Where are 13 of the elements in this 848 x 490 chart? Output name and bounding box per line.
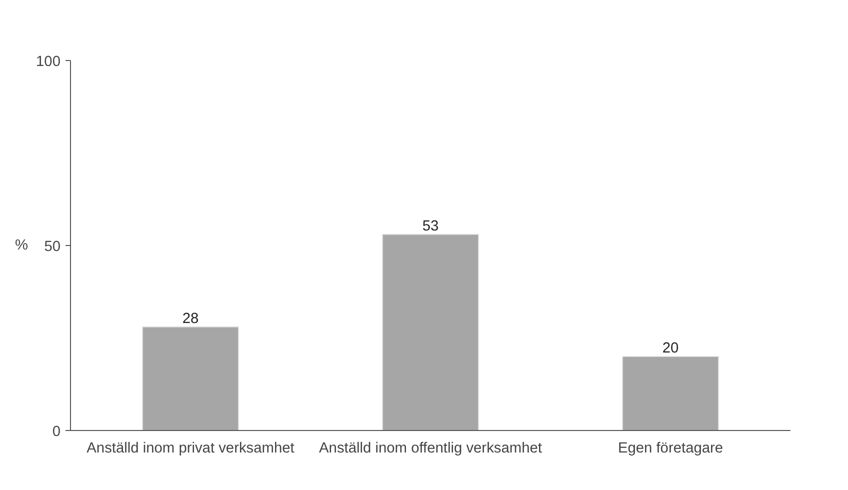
data-label: 20 (662, 340, 679, 356)
x-tick-label: Anställd inom offentlig verksamhet (319, 440, 542, 456)
bar (622, 356, 719, 430)
data-label: 53 (422, 218, 439, 234)
y-tick-label: 0 (52, 424, 61, 440)
x-tick-label: Anställd inom privat verksamhet (86, 440, 294, 456)
y-axis-title: % (15, 238, 28, 254)
bar (142, 326, 239, 430)
bar (382, 234, 479, 430)
x-tick-label: Egen företagare (618, 440, 724, 456)
y-tick-label: 50 (44, 239, 61, 255)
data-label: 28 (182, 310, 199, 327)
y-tick-label: 100 (36, 54, 61, 70)
